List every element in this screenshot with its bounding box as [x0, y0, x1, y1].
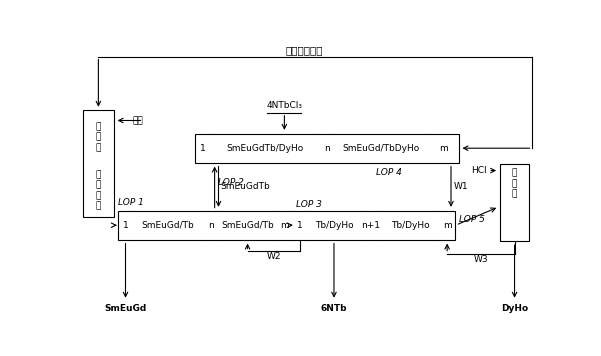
Text: 1: 1: [200, 144, 206, 153]
Text: HCl: HCl: [471, 166, 487, 175]
Text: SmEuGdTb/DyHo: SmEuGdTb/DyHo: [227, 144, 304, 153]
Text: 氨
皂
化: 氨 皂 化: [96, 122, 101, 152]
Text: SmEuGd/Tb: SmEuGd/Tb: [142, 221, 195, 230]
Text: SmEuGd/TbDyHo: SmEuGd/TbDyHo: [343, 144, 420, 153]
Text: n: n: [208, 221, 213, 230]
Text: m: m: [443, 221, 451, 230]
Text: 未负载有机相: 未负载有机相: [285, 46, 323, 56]
Text: 氨水: 氨水: [133, 116, 143, 125]
Bar: [118, 211, 455, 240]
Text: 1: 1: [297, 221, 303, 230]
Text: LOP 3: LOP 3: [296, 200, 322, 209]
Bar: [500, 164, 529, 241]
Bar: [195, 134, 459, 163]
Text: n: n: [324, 144, 330, 153]
Text: m: m: [280, 221, 288, 230]
Text: W2: W2: [266, 252, 281, 261]
Text: W1: W1: [453, 182, 468, 191]
Text: 反
萃
段: 反 萃 段: [512, 169, 517, 199]
Text: n+1: n+1: [361, 221, 380, 230]
Text: LOP 5: LOP 5: [459, 215, 484, 224]
Bar: [83, 110, 114, 217]
Text: Tb/DyHo: Tb/DyHo: [315, 221, 353, 230]
Text: LOP 1: LOP 1: [118, 198, 144, 208]
Text: LOP 2: LOP 2: [219, 178, 245, 187]
Text: Tb/DyHo: Tb/DyHo: [391, 221, 429, 230]
Text: SmEuGd/Tb: SmEuGd/Tb: [221, 221, 274, 230]
Text: W3: W3: [474, 255, 488, 263]
Text: 稀
土
皂
化: 稀 土 皂 化: [96, 170, 101, 210]
Text: 6NTb: 6NTb: [321, 304, 347, 313]
Text: 1: 1: [123, 221, 129, 230]
Text: m: m: [439, 144, 448, 153]
Text: SmEuGdTb: SmEuGdTb: [221, 182, 270, 191]
Text: DyHo: DyHo: [501, 304, 528, 313]
Text: 4NTbCl₃: 4NTbCl₃: [266, 101, 302, 110]
Text: LOP 4: LOP 4: [376, 168, 402, 177]
Text: SmEuGd: SmEuGd: [105, 304, 147, 313]
